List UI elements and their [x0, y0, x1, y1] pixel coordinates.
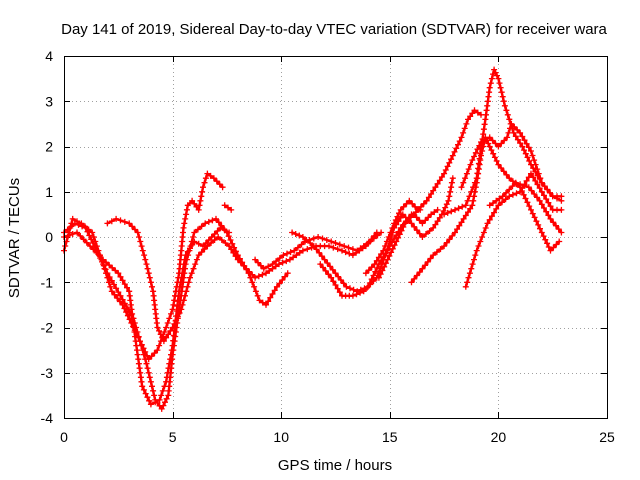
series-track-13 — [462, 170, 565, 290]
y-tick-label: -4 — [41, 410, 54, 426]
point-markers — [221, 202, 235, 213]
point-markers — [375, 206, 441, 281]
series-trace — [62, 226, 231, 406]
x-axis-label: GPS time / hours — [278, 457, 392, 474]
point-markers — [104, 215, 380, 345]
point-markers — [486, 179, 565, 236]
series-track-2 — [61, 224, 233, 408]
plot-frame — [64, 56, 608, 419]
series-track-14 — [458, 120, 565, 200]
series-track-3 — [61, 170, 226, 363]
y-tick-label: -2 — [41, 320, 54, 336]
point-markers — [462, 170, 565, 290]
axis-ticks: 0 5 10 15 20 25 -4 -3 -2 -1 0 1 2 3 4 — [41, 48, 615, 445]
x-tick-label: 10 — [273, 429, 289, 445]
y-tick-label: 1 — [45, 184, 53, 200]
y-tick-label: -3 — [41, 365, 54, 381]
point-markers — [61, 224, 233, 408]
chart-title: Day 141 of 2019, Sidereal Day-to-day VTE… — [61, 21, 607, 38]
series-track-9 — [362, 107, 484, 277]
y-tick-label: 2 — [45, 139, 53, 155]
series-track-10 — [375, 206, 441, 281]
point-markers — [61, 170, 226, 363]
y-tick-label: 3 — [45, 93, 53, 109]
x-tick-label: 0 — [60, 429, 68, 445]
point-markers — [362, 107, 484, 277]
series-trace — [253, 231, 383, 270]
y-tick-label: 0 — [45, 229, 53, 245]
series-track-15 — [486, 179, 565, 236]
point-markers — [458, 120, 565, 200]
y-tick-label: 4 — [45, 48, 53, 64]
y-axis-label: SDTVAR / TECUs — [6, 178, 23, 298]
x-tick-label: 5 — [169, 429, 177, 445]
y-tick-label: -1 — [41, 274, 54, 290]
x-tick-label: 15 — [382, 429, 398, 445]
point-markers — [408, 134, 563, 286]
series-track-5 — [221, 202, 235, 213]
data-series — [61, 66, 565, 412]
x-tick-label: 20 — [491, 429, 507, 445]
series-track-11 — [408, 134, 563, 286]
x-tick-label: 25 — [599, 429, 615, 445]
series-track-4 — [104, 215, 380, 345]
